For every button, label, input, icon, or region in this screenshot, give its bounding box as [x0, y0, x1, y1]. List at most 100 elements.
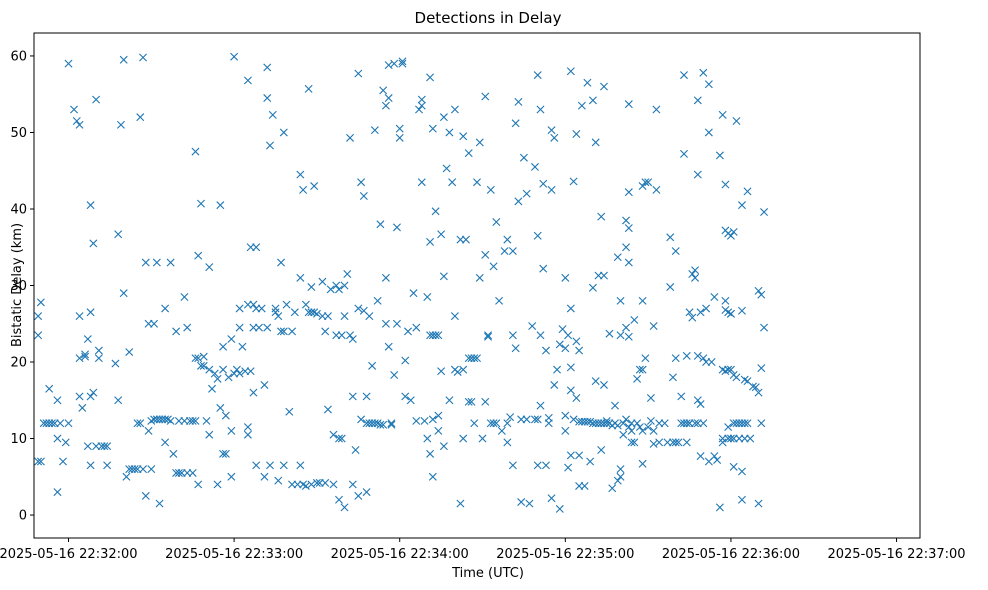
scatter-point [649, 426, 658, 435]
scatter-point [696, 452, 705, 461]
scatter-point [45, 384, 54, 393]
scatter-point [271, 308, 280, 317]
scatter-point [638, 365, 647, 374]
scatter-point [89, 239, 98, 248]
scatter-point [704, 128, 713, 137]
scatter-point [622, 216, 631, 225]
scatter-point [213, 480, 222, 489]
scatter-point [86, 308, 95, 317]
scatter-point [450, 105, 459, 114]
scatter-point [227, 426, 236, 435]
scatter-point [86, 201, 95, 210]
scatter-point [439, 272, 448, 281]
scatter-point [370, 419, 379, 428]
scatter-point [718, 438, 727, 447]
scatter-point [205, 365, 214, 374]
scatter-point [365, 312, 374, 321]
scatter-point [588, 283, 597, 292]
scatter-point [599, 380, 608, 389]
scatter-point [754, 388, 763, 397]
scatter-point [323, 405, 332, 414]
scatter-point [696, 400, 705, 409]
scatter-point [75, 312, 84, 321]
scatter-point [133, 419, 142, 428]
scatter-point [693, 396, 702, 405]
scatter-point [754, 286, 763, 295]
scatter-point [83, 335, 92, 344]
y-tick-label: 30 [10, 279, 27, 294]
scatter-point [288, 327, 297, 336]
scatter-point [456, 499, 465, 508]
scatter-point [94, 354, 103, 363]
scatter-point [710, 292, 719, 301]
chart-title: Detections in Delay [415, 9, 562, 27]
scatter-point [580, 481, 589, 490]
scatter-point [310, 182, 319, 191]
scatter-point [114, 396, 123, 405]
scatter-point [274, 312, 283, 321]
scatter-point [536, 105, 545, 114]
scatter-point [47, 419, 56, 428]
scatter-point [760, 323, 769, 332]
scatter-point [475, 273, 484, 282]
scatter-point [481, 397, 490, 406]
scatter-point [379, 420, 388, 429]
scatter-point [329, 480, 338, 489]
scatter-point [624, 258, 633, 267]
scatter-point [530, 162, 539, 171]
scatter-point [412, 323, 421, 332]
scatter-point [511, 344, 520, 353]
scatter-point [161, 304, 170, 313]
scatter-point [357, 415, 366, 424]
scatter-point [376, 220, 385, 229]
scatter-point [693, 351, 702, 360]
scatter-point [599, 271, 608, 280]
scatter-point [172, 327, 181, 336]
scatter-point [622, 415, 631, 424]
scatter-point [467, 397, 476, 406]
scatter-point [602, 419, 611, 428]
scatter-point [260, 380, 269, 389]
scatter-point [616, 331, 625, 340]
scatter-point [743, 419, 752, 428]
scatter-point [508, 461, 517, 470]
scatter-point [282, 300, 291, 309]
scatter-point [64, 419, 73, 428]
scatter-point [710, 452, 719, 461]
scatter-point [564, 463, 573, 472]
scatter-point [732, 373, 741, 382]
scatter-point [249, 300, 258, 309]
scatter-point [263, 94, 272, 103]
scatter-point [707, 358, 716, 367]
scatter-point [381, 101, 390, 110]
scatter-point [682, 438, 691, 447]
scatter-point [340, 503, 349, 512]
scatter-point [277, 327, 286, 336]
scatter-point [544, 413, 553, 422]
scatter-point [641, 178, 650, 187]
scatter-point [638, 182, 647, 191]
scatter-point [100, 442, 109, 451]
scatter-point [147, 465, 156, 474]
scatter-point [616, 296, 625, 305]
scatter-point [359, 191, 368, 200]
scatter-point [260, 472, 269, 481]
scatter-point [335, 285, 343, 294]
scatter-point [655, 438, 664, 447]
x-axis-label: Time (UTC) [451, 566, 524, 581]
scatter-point [166, 258, 175, 267]
scatter-point [671, 247, 680, 256]
scatter-point [503, 235, 512, 244]
scatter-point [216, 403, 225, 412]
scatter-point [682, 351, 691, 360]
scatter-point [196, 199, 205, 208]
scatter-point [624, 188, 633, 197]
scatter-point [86, 392, 95, 401]
scatter-point [323, 312, 332, 321]
scatter-point [616, 465, 625, 474]
scatter-point [619, 430, 628, 439]
scatter-point [688, 270, 697, 279]
scatter-point [362, 392, 371, 401]
scatter-point [489, 419, 498, 428]
